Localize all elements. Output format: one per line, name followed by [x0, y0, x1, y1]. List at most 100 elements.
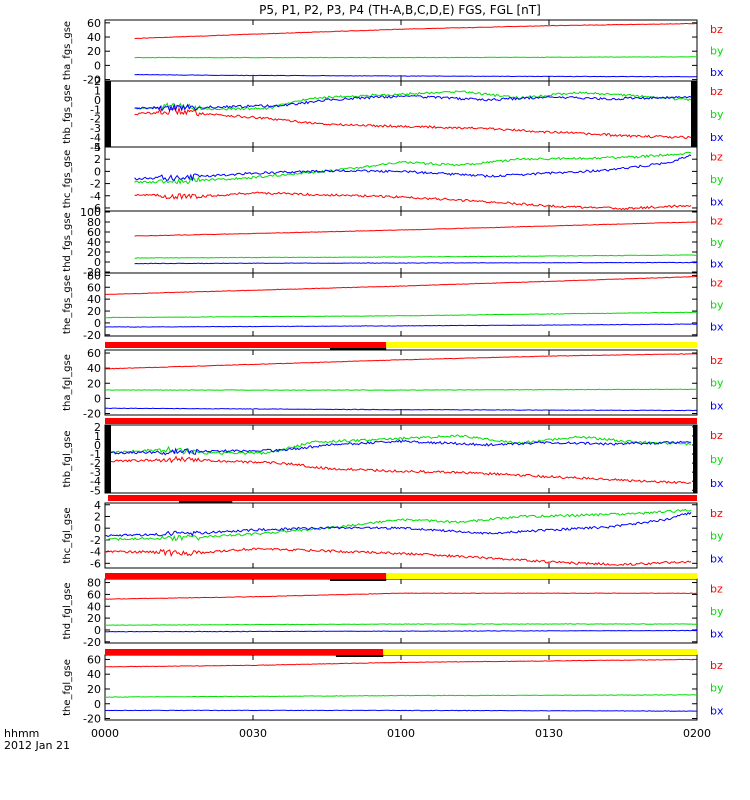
time-tick-label: 0030 — [239, 727, 267, 740]
mode-marker — [329, 348, 387, 350]
panel-thc_fgl_gse: 420-2-4-6 thc_fgl_gse bz by bx — [62, 499, 724, 571]
series-line-by — [104, 508, 692, 542]
series-line-bz — [134, 221, 698, 237]
y-tick-label: -3 — [90, 466, 101, 479]
panel-tha_fgl_gse: 60 40 20 0 -20 tha_fgl_gse bz by bx — [62, 347, 724, 420]
series-line-bz — [104, 658, 698, 668]
legend-by: by — [710, 682, 724, 695]
legend-bx: bx — [710, 66, 724, 79]
mode-marker — [335, 655, 384, 657]
series-line-by — [104, 388, 697, 391]
mode-segment — [386, 342, 697, 348]
y-tick-label: 1 — [94, 84, 101, 97]
series-line-by — [104, 694, 698, 698]
y-tick-label: 100 — [80, 206, 101, 219]
y-axis-label: thc_fgl_gse — [62, 507, 73, 563]
legend-bx: bx — [710, 704, 724, 717]
data-gap-bar — [691, 81, 697, 147]
mode-bars — [105, 342, 697, 657]
y-tick-label: 80 — [87, 269, 101, 282]
series-line-by — [134, 151, 692, 185]
y-tick-label: 4 — [94, 499, 101, 512]
series-line-bx — [105, 629, 698, 633]
y-tick-label: 40 — [87, 31, 101, 44]
mode-segment — [386, 573, 697, 579]
series-line-bx — [104, 709, 697, 712]
y-tick-label: 20 — [87, 246, 101, 259]
mode-bar — [105, 342, 697, 350]
y-tick-label: -20 — [83, 407, 101, 420]
mode-segment — [105, 342, 387, 348]
legend-bx: bx — [710, 131, 724, 144]
series-line-bx — [104, 511, 692, 538]
y-tick-label: 60 — [87, 17, 101, 30]
y-tick-label: 0 — [94, 522, 101, 535]
series-line-bz — [134, 106, 692, 140]
series-line-bx — [104, 407, 698, 412]
series-line-bx — [134, 73, 697, 78]
mode-bar — [105, 418, 697, 424]
legend-bx: bx — [710, 195, 724, 208]
mode-segment — [107, 495, 697, 501]
mode-bar — [105, 573, 697, 581]
y-tick-label: -6 — [90, 202, 101, 215]
panel-the_fgl_gse: 60 40 20 0 -20 the_fgl_gse bz by bx — [62, 653, 724, 725]
legend-by: by — [710, 530, 724, 543]
y-tick-label: 40 — [87, 668, 101, 681]
series-line-by — [105, 623, 698, 626]
y-tick-label: 80 — [87, 577, 101, 590]
y-tick-label: -4 — [90, 190, 101, 203]
y-tick-label: 40 — [87, 293, 101, 306]
y-tick-label: 0 — [94, 439, 101, 452]
legend-bx: bx — [710, 399, 724, 412]
legend-bz: bz — [710, 276, 723, 289]
y-tick-label: -2 — [90, 457, 101, 470]
y-axis-label: tha_fgs_gse — [62, 21, 73, 80]
legend-bz: bz — [710, 429, 723, 442]
y-tick-label: -3 — [90, 122, 101, 135]
y-tick-label: -20 — [83, 74, 101, 87]
series-line-bz — [110, 455, 692, 485]
panel-thc_fgs_gse: 420-2-4-6 thc_fgs_gse bz by bx — [62, 141, 724, 215]
y-tick-label: -6 — [90, 557, 101, 570]
legend-by: by — [710, 236, 724, 249]
series-line-bz — [104, 547, 692, 567]
panel-thb_fgs_gse: 210-1-2-3-4-5 thb_fgs_gse bz by bx — [62, 75, 724, 154]
y-tick-label: 0 — [94, 94, 101, 107]
y-tick-label: 20 — [87, 683, 101, 696]
y-axis-label: tha_fgl_gse — [62, 354, 73, 411]
y-tick-label: 0 — [94, 59, 101, 72]
y-tick-label: -20 — [83, 329, 101, 342]
legend-bz: bz — [710, 214, 723, 227]
legend-bx: bx — [710, 258, 724, 271]
y-axis-label: the_fgl_gse — [62, 659, 73, 716]
legend-by: by — [710, 173, 724, 186]
series-line-bz — [134, 191, 692, 211]
y-tick-label: 60 — [87, 347, 101, 360]
series-line-by — [134, 254, 698, 259]
series-line-bx — [134, 261, 698, 265]
y-tick-label: 0 — [94, 165, 101, 178]
y-tick-label: 20 — [87, 45, 101, 58]
mode-bar — [105, 649, 697, 657]
y-tick-label: 40 — [87, 362, 101, 375]
legend-by: by — [710, 377, 724, 390]
series-line-bx — [134, 154, 692, 182]
y-tick-label: 60 — [87, 226, 101, 239]
legend-bz: bz — [710, 354, 723, 367]
series-line-by — [134, 90, 692, 111]
y-tick-label: 2 — [94, 510, 101, 523]
plot-title: P5, P1, P2, P3, P4 (TH-A,B,C,D,E) FGS, F… — [259, 3, 541, 17]
data-gap-bar — [105, 425, 111, 493]
y-tick-label: 20 — [87, 377, 101, 390]
y-tick-label: -5 — [90, 484, 101, 497]
legend-bz: bz — [710, 659, 723, 672]
legend-bz: bz — [710, 583, 723, 596]
y-tick-label: -4 — [90, 475, 101, 488]
legend-by: by — [710, 108, 724, 121]
legend-bz: bz — [710, 507, 723, 520]
